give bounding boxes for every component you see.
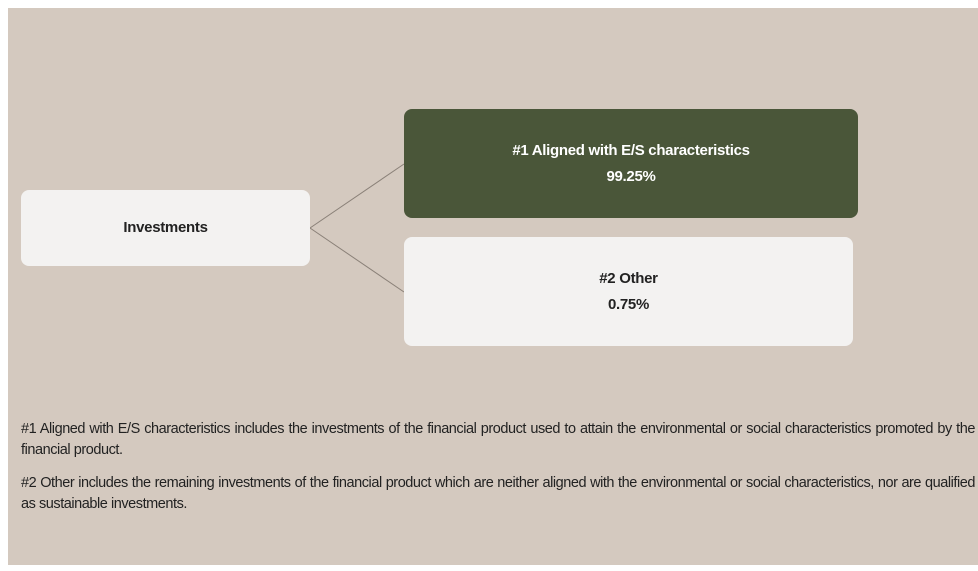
note: #1 Aligned with E/S characteristics incl…	[21, 421, 975, 458]
aligned-node: #1 Aligned with E/S characteristics 99.2…	[404, 109, 858, 218]
other-node: #2 Other 0.75%	[404, 237, 853, 346]
connector	[309, 163, 405, 229]
node-label: #1 Aligned with E/S characteristics	[512, 141, 750, 159]
node-value: 99.25%	[606, 167, 656, 185]
note: #2 Other includes the remaining investme…	[21, 475, 975, 512]
investments-node: Investments	[21, 190, 310, 266]
node-value: 0.75%	[607, 295, 650, 313]
node-label: #2 Other	[599, 269, 658, 287]
node-label: Investments	[123, 219, 208, 236]
connector	[309, 227, 405, 293]
